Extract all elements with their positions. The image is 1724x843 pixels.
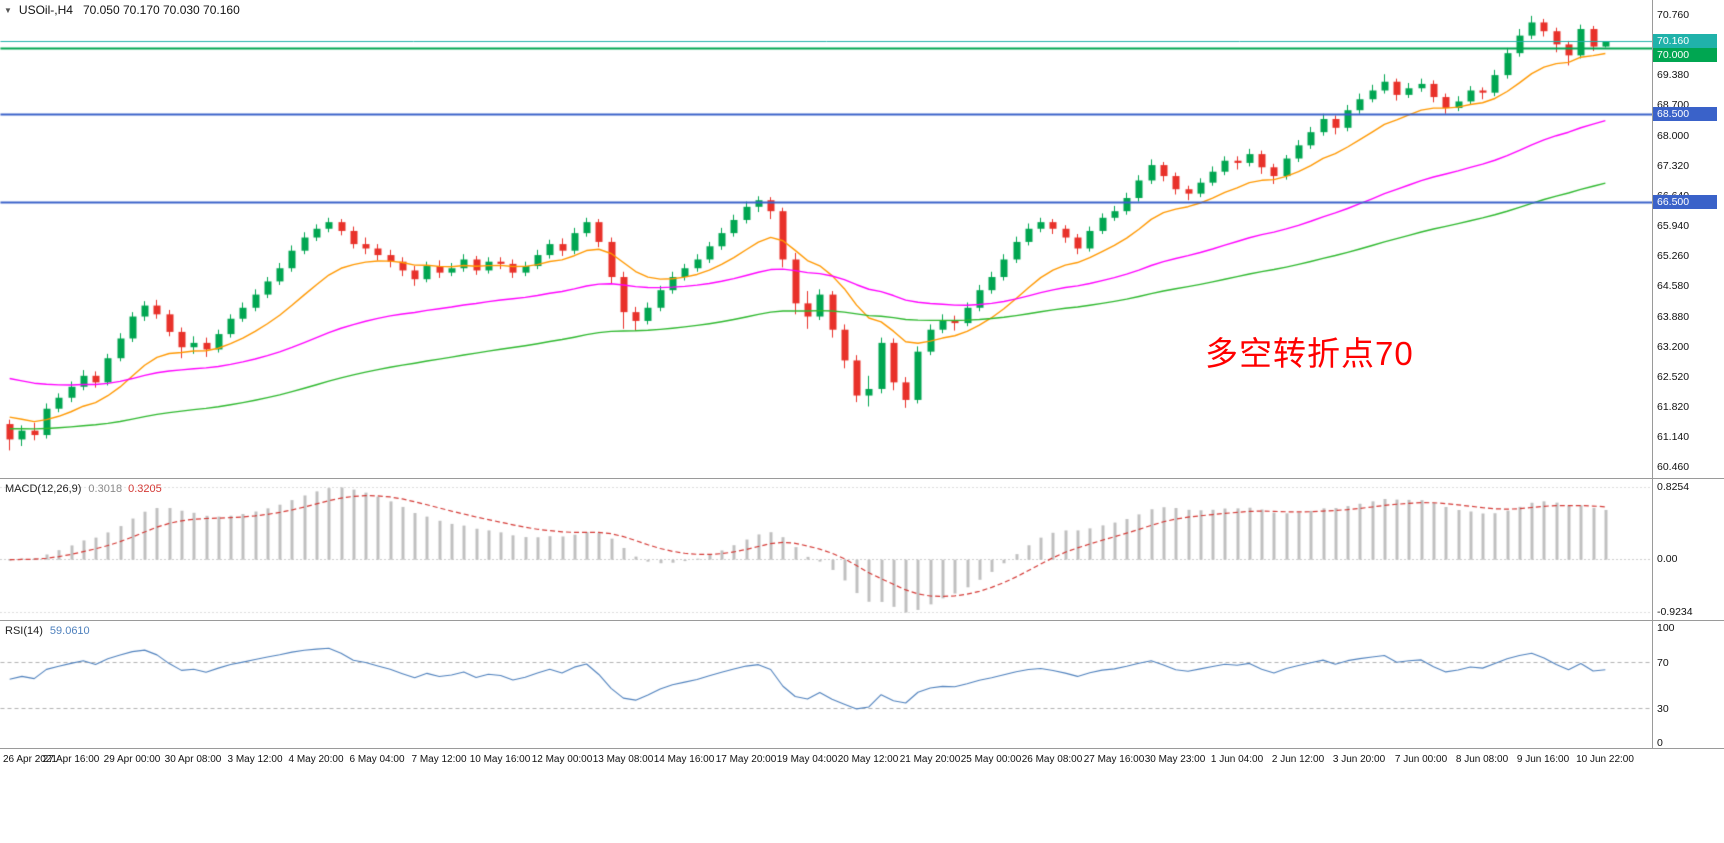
time-axis-label: 1 Jun 04:00 [1210,754,1264,765]
time-axis-label: 4 May 20:00 [288,754,344,765]
time-axis-label: 10 May 16:00 [469,754,531,765]
level-66-5-tag: 66.500 [1653,195,1717,209]
price-axis[interactable]: 70.76069.38068.70068.00067.32066.64065.9… [1653,0,1724,478]
time-axis-label: 14 May 16:00 [653,754,715,765]
time-axis-label: 25 May 00:00 [960,754,1022,765]
macd-name: MACD(12,26,9) [5,483,82,495]
macd-axis[interactable]: 0.8254 0.00 -0.9234 [1653,479,1724,620]
time-axis-label: 30 May 23:00 [1144,754,1206,765]
price-axis-label: 64.580 [1657,280,1690,292]
time-axis-label: 27 May 16:00 [1083,754,1145,765]
time-axis-label: 10 Jun 22:00 [1576,754,1634,765]
time-axis-label: 17 May 20:00 [715,754,777,765]
time-axis-label: 3 May 12:00 [227,754,283,765]
level-68-5-tag: 68.500 [1653,107,1717,121]
price-chart-canvas[interactable] [0,0,1652,478]
price-axis-label: 61.140 [1657,431,1690,443]
time-axis-label: 30 Apr 08:00 [164,754,222,765]
rsi-axis-label-0: 0 [1657,737,1663,749]
panel-separator [0,478,1724,479]
price-axis-label: 60.460 [1657,461,1690,473]
macd-panel-canvas[interactable] [0,479,1652,620]
rsi-indicator-label: RSI(14) 59.0610 [5,625,90,637]
time-axis-label: 27 Apr 16:00 [42,754,100,765]
price-axis-label: 65.940 [1657,220,1690,232]
time-axis-label: 7 May 12:00 [411,754,467,765]
axis-separator [1652,0,1653,749]
price-axis-label: 65.260 [1657,250,1690,262]
macd-axis-label-zero: 0.00 [1657,553,1678,565]
panel-separator [0,748,1724,749]
rsi-axis-label-100: 100 [1657,622,1675,634]
bid-price-tag: 70.160 [1653,34,1717,48]
rsi-axis[interactable]: 100 70 30 0 [1653,621,1724,749]
panel-separator [0,620,1724,621]
price-axis-label: 61.820 [1657,401,1690,413]
macd-signal-value: 0.3205 [128,483,162,495]
macd-indicator-label: MACD(12,26,9) 0.3018 0.3205 [5,483,162,495]
rsi-name: RSI(14) [5,625,43,637]
macd-axis-label-high: 0.8254 [1657,481,1690,493]
macd-main-value: 0.3018 [88,483,123,495]
time-axis-label: 26 Apr 2021 [3,754,57,765]
macd-axis-label-low: -0.9234 [1657,606,1693,618]
time-axis-label: 13 May 08:00 [592,754,654,765]
time-axis-label: 6 May 04:00 [349,754,405,765]
price-axis-label: 62.520 [1657,371,1690,383]
price-axis-label: 70.760 [1657,9,1690,21]
level-70-tag: 70.000 [1653,48,1717,62]
price-axis-label: 68.000 [1657,130,1690,142]
one-click-trading-toggle-icon[interactable]: ▼ [4,6,12,15]
time-axis-label: 29 Apr 00:00 [103,754,161,765]
window-bottom-space [0,774,1724,843]
price-axis-label: 63.200 [1657,341,1690,353]
price-axis-label: 67.320 [1657,160,1690,172]
time-axis-label: 20 May 12:00 [837,754,899,765]
time-axis-label: 12 May 00:00 [531,754,593,765]
time-axis-label: 8 Jun 08:00 [1455,754,1509,765]
rsi-panel-canvas[interactable] [0,621,1652,748]
rsi-value: 59.0610 [49,625,90,637]
time-axis-label: 9 Jun 16:00 [1516,754,1570,765]
rsi-axis-label-70: 70 [1657,657,1669,669]
chart-header: ▼ USOil-,H4 70.050 70.170 70.030 70.160 [4,3,240,17]
rsi-axis-label-30: 30 [1657,703,1669,715]
time-axis-label: 7 Jun 00:00 [1394,754,1448,765]
annotation-text: 多空转折点70 [1205,335,1414,372]
price-axis-label: 69.380 [1657,69,1690,81]
time-axis-label: 3 Jun 20:00 [1332,754,1386,765]
time-axis-label: 19 May 04:00 [776,754,838,765]
time-axis-label: 2 Jun 12:00 [1271,754,1325,765]
time-axis-label: 26 May 08:00 [1021,754,1083,765]
ohlc-values: 70.050 70.170 70.030 70.160 [82,3,240,17]
symbol-period-label: USOil-,H4 [18,3,73,17]
price-axis-label: 63.880 [1657,311,1690,323]
time-axis-label: 21 May 20:00 [899,754,961,765]
time-axis[interactable]: 26 Apr 2021 27 Apr 16:00 29 Apr 00:00 30 Ap… [0,749,1724,774]
